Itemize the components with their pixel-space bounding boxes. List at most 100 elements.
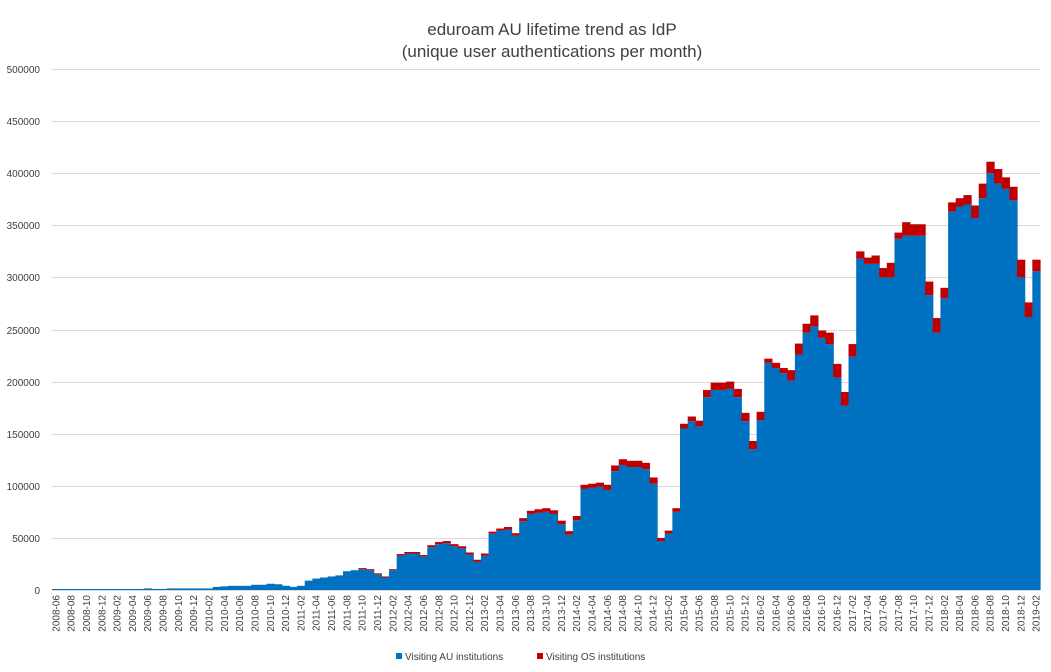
- bar-au-2013-10: [542, 511, 551, 590]
- x-tick-label: 2009-02: [113, 595, 124, 632]
- x-tick-label: 2011-06: [327, 595, 338, 631]
- bar-os-2017-04: [863, 257, 873, 264]
- bar-au-2016-03: [764, 362, 773, 590]
- bar-au-2018-04: [955, 206, 965, 591]
- x-tick-label: 2009-12: [189, 595, 200, 632]
- bar-au-2010-08: [251, 584, 260, 590]
- bar-os-2015-10: [725, 381, 735, 389]
- bar-au-2016-04: [771, 368, 781, 590]
- bar-au-2016-09: [810, 326, 819, 590]
- bar-au-2008-06: [52, 588, 61, 590]
- bar-os-2018-03: [948, 202, 957, 212]
- bar-au-2018-05: [963, 204, 972, 590]
- bar-os-2017-06: [879, 268, 888, 278]
- bar-au-2016-11: [825, 344, 834, 590]
- bar-au-2012-05: [411, 553, 421, 590]
- bar-os-2017-10: [909, 224, 919, 236]
- bar-os-2015-03: [672, 508, 681, 512]
- bar-au-2010-12: [281, 585, 291, 590]
- y-tick-label: 100000: [7, 482, 41, 493]
- x-tick-label: 2016-08: [802, 595, 813, 632]
- bar-au-2018-09: [994, 183, 1003, 590]
- legend-label-os: Visiting OS institutions: [546, 652, 645, 663]
- bar-os-2016-11: [825, 332, 834, 345]
- x-tick-label: 2011-04: [312, 595, 323, 631]
- legend: Visiting AU institutions Visiting OS ins…: [396, 652, 645, 663]
- bar-au-2011-06: [327, 576, 336, 590]
- bar-os-2015-08: [710, 382, 719, 390]
- bar-os-2018-02: [940, 287, 949, 299]
- bar-au-2013-08: [526, 513, 536, 590]
- x-tick-label: 2017-04: [863, 595, 874, 632]
- x-tick-label: 2013-08: [526, 595, 537, 632]
- bar-au-2008-07: [59, 588, 68, 590]
- bar-au-2009-05: [136, 588, 145, 590]
- bar-au-2015-05: [687, 421, 696, 590]
- bar-os-2017-05: [871, 255, 880, 264]
- bar-au-2012-12: [465, 554, 474, 590]
- bar-au-2015-09: [718, 389, 727, 590]
- bar-au-2017-02: [848, 356, 857, 590]
- bar-au-2013-06: [511, 535, 520, 590]
- bar-os-2012-04: [404, 551, 413, 554]
- x-tick-label: 2009-10: [174, 595, 185, 632]
- bar-au-2016-06: [787, 380, 796, 590]
- bar-au-2018-11: [1009, 200, 1018, 591]
- y-tick-label: 150000: [7, 430, 41, 441]
- bar-os-2016-12: [833, 363, 842, 378]
- bar-au-2014-10: [634, 467, 643, 590]
- bar-au-2010-04: [220, 586, 229, 590]
- y-axis-ticks: 0 50000 100000 150000 200000 250000 300000 3500…: [7, 65, 41, 597]
- x-tick-label: 2019-02: [1032, 595, 1043, 632]
- bar-os-2011-11: [366, 569, 375, 571]
- bar-os-2014-01: [565, 531, 574, 535]
- bar-os-2015-06: [695, 420, 704, 427]
- y-tick-label: 500000: [7, 65, 41, 76]
- x-tick-label: 2017-10: [909, 595, 920, 632]
- bar-os-2015-05: [687, 416, 696, 422]
- bar-au-2017-10: [909, 235, 919, 590]
- bar-au-2014-04: [588, 487, 597, 590]
- bar-au-2011-05: [320, 577, 329, 590]
- bar-os-2017-12: [925, 281, 934, 296]
- bar-au-2012-11: [457, 548, 467, 590]
- x-tick-label: 2013-02: [480, 595, 491, 632]
- bar-os-2012-10: [450, 544, 459, 547]
- bar-au-2018-07: [978, 198, 987, 590]
- bar-os-2017-01: [840, 392, 850, 406]
- bar-os-2018-01: [932, 318, 942, 333]
- bar-au-2017-01: [840, 405, 850, 590]
- bar-au-2015-01: [657, 541, 666, 590]
- x-tick-label: 2017-06: [879, 595, 890, 632]
- bar-os-2012-09: [442, 541, 451, 544]
- chart-title: eduroam AU lifetime trend as IdP: [427, 20, 676, 39]
- bar-au-2018-01: [932, 332, 942, 590]
- bar-au-2008-08: [67, 588, 76, 590]
- y-tick-label: 350000: [7, 221, 41, 232]
- bar-au-2014-03: [580, 488, 589, 590]
- bar-au-2012-02: [388, 570, 398, 590]
- bar-au-2008-12: [97, 588, 107, 590]
- bar-os-2015-09: [718, 382, 727, 390]
- bar-au-2012-03: [396, 555, 405, 590]
- bar-os-2018-05: [963, 195, 972, 205]
- bar-os-2016-05: [779, 368, 788, 374]
- bar-au-2008-11: [90, 588, 99, 590]
- bar-au-2011-11: [366, 570, 375, 590]
- bar-au-2015-08: [710, 389, 719, 590]
- bar-au-2013-12: [557, 524, 566, 590]
- x-tick-label: 2017-02: [848, 595, 859, 632]
- bar-au-2010-03: [212, 586, 222, 590]
- bar-os-2018-12: [1017, 259, 1026, 278]
- bar-os-2013-06: [511, 533, 520, 536]
- x-tick-label: 2014-08: [618, 595, 629, 632]
- x-tick-label: 2016-12: [833, 595, 844, 632]
- bar-au-2019-02: [1032, 271, 1041, 590]
- x-tick-label: 2011-12: [373, 595, 384, 631]
- y-tick-label: 250000: [7, 326, 41, 337]
- bar-au-2016-01: [748, 449, 758, 590]
- bar-os-2015-11: [733, 388, 742, 398]
- bar-os-2012-06: [419, 555, 428, 557]
- x-tick-label: 2010-02: [205, 595, 216, 632]
